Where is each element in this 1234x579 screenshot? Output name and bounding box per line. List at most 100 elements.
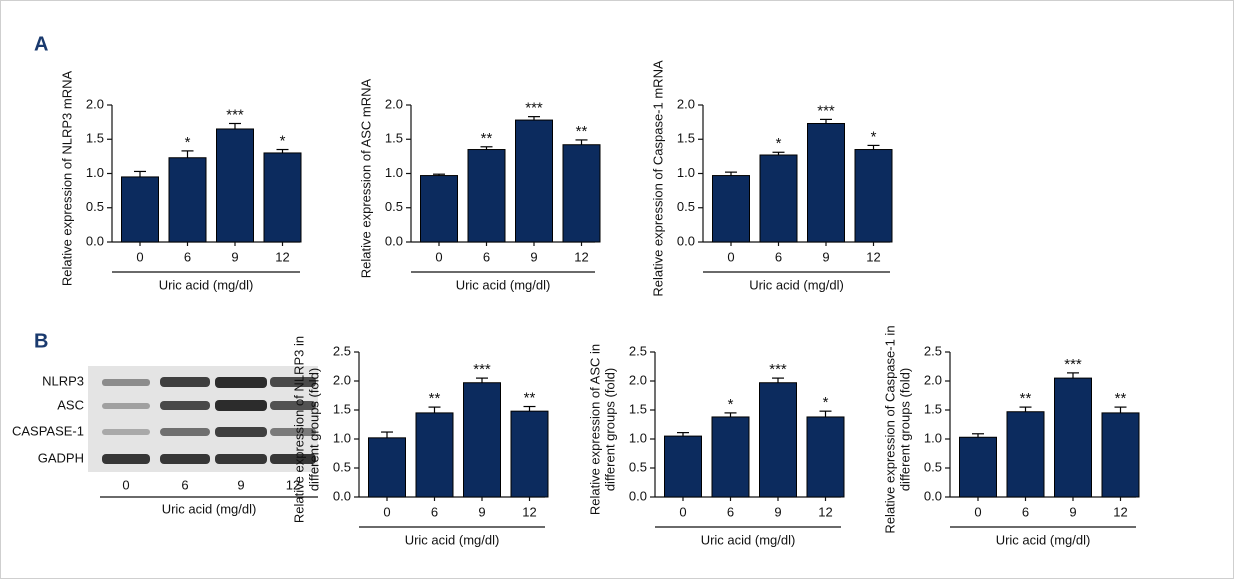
bar [760, 383, 797, 497]
significance-label: * [728, 396, 734, 413]
bar [217, 129, 254, 242]
y-axis-label: different groups (fold) [897, 368, 912, 491]
significance-label: *** [525, 100, 543, 117]
significance-label: *** [473, 361, 491, 378]
blot-row-label: CASPASE-1 [12, 423, 84, 438]
significance-label: ** [481, 130, 493, 147]
y-tick-label: 2.5 [333, 343, 351, 358]
bar [807, 417, 844, 497]
significance-label: ** [576, 123, 588, 140]
bar [468, 150, 505, 242]
x-tick-label: 9 [774, 504, 781, 519]
bar [760, 155, 797, 242]
x-axis-label: Uric acid (mg/dl) [701, 532, 796, 547]
figure: A B NLRP3ASCCASPASE-1GADPH06912Uric acid… [0, 0, 1234, 579]
y-tick-label: 0.5 [86, 199, 104, 214]
significance-label: * [871, 128, 877, 145]
page: {"panels": ["A", "B"], "blot": {"rows": … [0, 0, 1234, 579]
bar [464, 383, 501, 497]
y-tick-label: 1.0 [333, 430, 351, 445]
y-tick-label: 0.0 [385, 233, 403, 248]
significance-label: * [823, 394, 829, 411]
x-tick-label: 0 [136, 249, 143, 264]
y-tick-label: 1.0 [629, 430, 647, 445]
y-axis-label: Relative expression of NLRP3 in [291, 336, 306, 523]
y-tick-label: 0.5 [629, 459, 647, 474]
y-tick-label: 0.0 [924, 488, 942, 503]
y-tick-label: 2.0 [86, 96, 104, 111]
significance-label: * [280, 132, 286, 149]
y-tick-label: 0.0 [333, 488, 351, 503]
x-tick-label: 12 [522, 504, 536, 519]
bar [563, 145, 600, 242]
x-tick-label: 9 [530, 249, 537, 264]
y-axis-label: different groups (fold) [306, 368, 321, 491]
x-tick-label: 6 [727, 504, 734, 519]
x-tick-label: 0 [679, 504, 686, 519]
y-tick-label: 1.0 [677, 165, 695, 180]
y-tick-label: 1.0 [385, 165, 403, 180]
bar [264, 153, 301, 242]
x-axis-label: Uric acid (mg/dl) [749, 277, 844, 292]
x-tick-label: 6 [184, 249, 191, 264]
bar [511, 411, 548, 497]
y-tick-label: 0.5 [333, 459, 351, 474]
bar [169, 158, 206, 242]
y-tick-label: 2.0 [629, 372, 647, 387]
blot-xlabel: Uric acid (mg/dl) [162, 501, 257, 516]
y-tick-label: 1.5 [333, 401, 351, 416]
x-tick-label: 6 [431, 504, 438, 519]
y-tick-label: 1.5 [629, 401, 647, 416]
blot-row-label: ASC [57, 397, 84, 412]
y-tick-label: 2.5 [629, 343, 647, 358]
blot-lane-label: 6 [181, 477, 188, 492]
x-tick-label: 12 [574, 249, 588, 264]
y-tick-label: 2.0 [924, 372, 942, 387]
blot-row-label: NLRP3 [42, 373, 84, 388]
y-tick-label: 2.0 [385, 96, 403, 111]
y-tick-label: 1.5 [924, 401, 942, 416]
y-tick-label: 1.5 [385, 131, 403, 146]
significance-label: * [185, 134, 191, 151]
y-tick-label: 1.0 [86, 165, 104, 180]
y-axis-label: Relative expression of Caspase-1 mRNA [650, 60, 665, 297]
x-tick-label: 9 [478, 504, 485, 519]
significance-label: ** [1020, 390, 1032, 407]
bar [1102, 413, 1139, 497]
bar [960, 437, 997, 497]
y-tick-label: 0.5 [924, 459, 942, 474]
x-tick-label: 9 [822, 249, 829, 264]
y-axis-label: Relative expression of ASC mRNA [358, 78, 373, 278]
x-tick-label: 6 [1022, 504, 1029, 519]
x-tick-label: 0 [383, 504, 390, 519]
x-tick-label: 6 [483, 249, 490, 264]
bar [665, 436, 702, 497]
bar [1055, 378, 1092, 497]
y-axis-label: Relative expression of Caspase-1 in [882, 325, 897, 533]
y-tick-label: 1.0 [924, 430, 942, 445]
x-tick-label: 9 [1069, 504, 1076, 519]
significance-label: *** [817, 102, 835, 119]
x-tick-label: 6 [775, 249, 782, 264]
y-tick-label: 0.5 [677, 199, 695, 214]
bar [122, 177, 159, 242]
bar [855, 150, 892, 242]
x-axis-label: Uric acid (mg/dl) [405, 532, 500, 547]
x-tick-label: 12 [275, 249, 289, 264]
y-axis-label: different groups (fold) [602, 368, 617, 491]
x-axis-label: Uric acid (mg/dl) [456, 277, 551, 292]
bar [416, 413, 453, 497]
x-tick-label: 12 [1113, 504, 1127, 519]
blot-lane-label: 0 [122, 477, 129, 492]
significance-label: * [776, 135, 782, 152]
x-tick-label: 0 [435, 249, 442, 264]
bar [1007, 412, 1044, 497]
x-tick-label: 0 [727, 249, 734, 264]
blot-lane-label: 9 [237, 477, 244, 492]
significance-label: ** [1115, 390, 1127, 407]
x-tick-label: 12 [866, 249, 880, 264]
x-axis-label: Uric acid (mg/dl) [996, 532, 1091, 547]
y-tick-label: 0.0 [86, 233, 104, 248]
x-tick-label: 0 [974, 504, 981, 519]
bar [421, 176, 458, 242]
